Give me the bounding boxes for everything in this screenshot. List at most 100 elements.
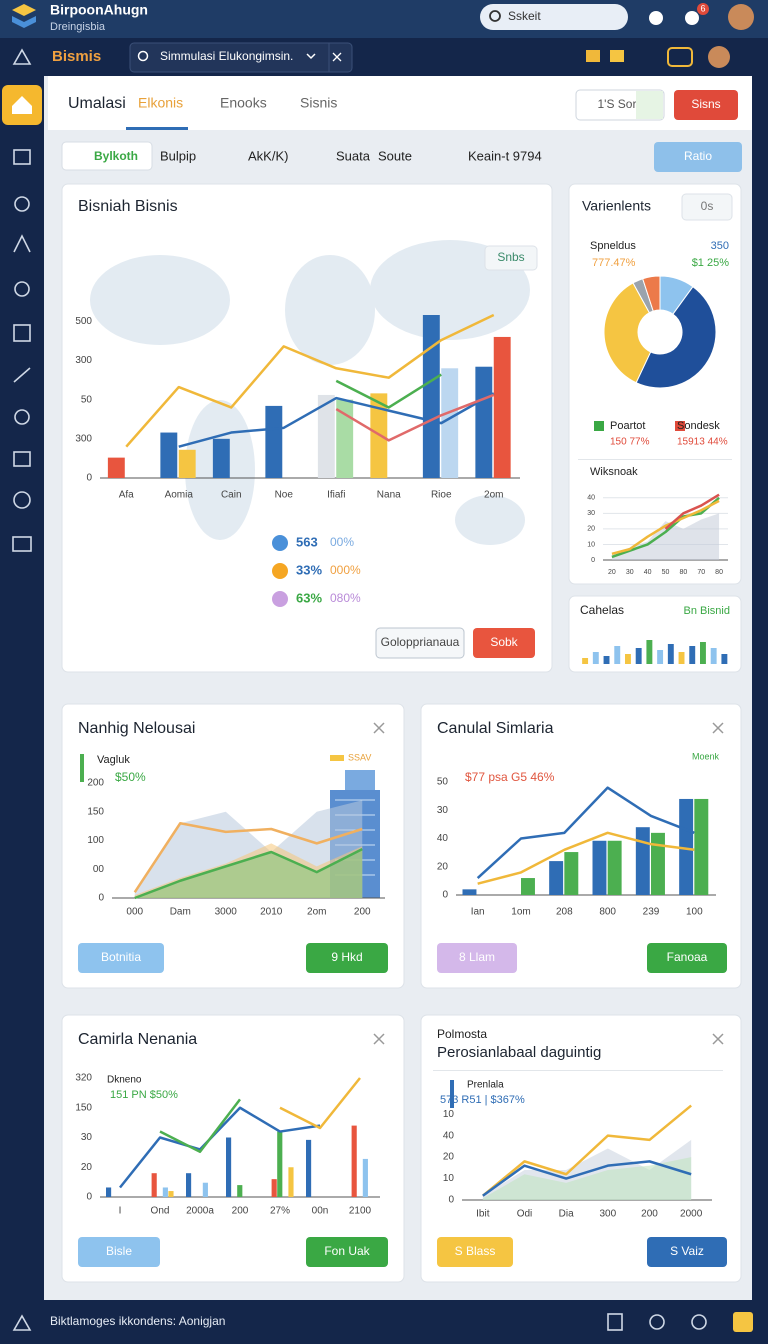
card-button[interactable]	[78, 943, 164, 973]
y-tick-label: 0	[98, 893, 104, 904]
x-tick-label: 800	[599, 907, 616, 918]
card-button[interactable]	[473, 628, 535, 658]
y-tick-label: 20	[443, 1152, 455, 1163]
close[interactable]	[373, 722, 385, 734]
icon[interactable]	[12, 1314, 32, 1331]
nav-icon[interactable]	[667, 47, 693, 67]
filter-button[interactable]	[654, 142, 742, 172]
close[interactable]	[712, 722, 724, 734]
notify-icon[interactable]	[649, 11, 663, 25]
icon[interactable]	[12, 536, 32, 552]
card-button[interactable]	[78, 1237, 160, 1267]
bar	[689, 646, 696, 664]
card-badge[interactable]	[484, 245, 538, 271]
card-button[interactable]	[647, 1237, 727, 1267]
legend-name: Poartot	[610, 420, 645, 432]
chevron	[306, 53, 316, 60]
icon[interactable]	[14, 196, 30, 212]
bar	[549, 861, 564, 895]
x-tick-label: Cain	[221, 490, 242, 501]
selector-text: Simmulasi Elukongimsin.	[160, 49, 293, 63]
x-tick-label: 200	[354, 907, 371, 918]
card-badge[interactable]	[681, 193, 733, 221]
x-tick-label: 2000	[680, 1209, 703, 1220]
nav-icon[interactable]	[610, 50, 624, 62]
bar	[721, 654, 728, 664]
x-tick-label: Ifiafi	[327, 490, 345, 501]
bar	[106, 1187, 112, 1197]
avatar[interactable]	[708, 46, 730, 68]
y-tick-label: 0	[86, 1192, 92, 1203]
icon[interactable]	[14, 281, 30, 297]
icon[interactable]	[14, 409, 30, 425]
card-button[interactable]	[306, 943, 388, 973]
card-button[interactable]	[437, 943, 517, 973]
accent	[450, 1080, 454, 1108]
card-title: Wiksnoak	[590, 466, 638, 478]
right-rail	[752, 76, 768, 1300]
card-button-label: S Vaiz	[670, 1244, 704, 1258]
icon[interactable]	[13, 367, 31, 383]
avatar[interactable]	[728, 4, 754, 30]
bar	[151, 1173, 157, 1197]
x-tick-label: 200	[232, 1206, 249, 1217]
alert-icon[interactable]	[685, 11, 699, 25]
footer-icon[interactable]	[733, 1312, 753, 1332]
tab-button[interactable]	[674, 90, 738, 120]
icon[interactable]	[13, 324, 31, 342]
icon[interactable]	[607, 1313, 623, 1331]
card-button[interactable]	[375, 627, 465, 659]
icon[interactable]	[13, 451, 31, 467]
icon-button[interactable]	[636, 91, 663, 119]
card-button[interactable]	[647, 943, 727, 973]
badge-dot	[697, 3, 709, 15]
land	[285, 255, 375, 365]
tab-underline	[126, 127, 188, 130]
card-button-label: Sobk	[490, 635, 518, 649]
legend-swatch	[330, 755, 344, 761]
x-tick-label: 20	[608, 569, 616, 576]
bar	[592, 840, 607, 895]
card-stat: $50%	[115, 770, 146, 784]
icon[interactable]	[691, 1314, 707, 1330]
search-box[interactable]	[480, 4, 628, 30]
accent	[80, 754, 84, 782]
card-title: Canulal Simlaria	[437, 720, 554, 737]
close[interactable]	[712, 1033, 724, 1045]
selector[interactable]	[129, 42, 353, 73]
card-note: Bn Bisnid	[684, 605, 730, 617]
icon[interactable]	[13, 491, 31, 509]
footer-text: Biktlamoges ikkondens: Aonigjan	[50, 1314, 225, 1328]
nav-icon[interactable]	[586, 50, 600, 62]
card-button-label: Botnitia	[101, 950, 141, 964]
logo	[12, 16, 36, 28]
bar	[582, 658, 589, 664]
bar	[306, 1139, 312, 1197]
close[interactable]	[373, 1033, 385, 1045]
card-button[interactable]	[437, 1237, 513, 1267]
stat-change: 00%	[330, 535, 354, 549]
card-button[interactable]	[306, 1237, 388, 1267]
icon[interactable]	[12, 48, 32, 65]
filter: AkK/K)	[248, 148, 288, 163]
icon[interactable]	[13, 234, 31, 253]
x-tick-label: Odi	[517, 1209, 533, 1220]
card-button-label: Golopprianaua	[381, 635, 460, 649]
legend-value: 150 77%	[610, 437, 650, 448]
stat-dot	[272, 535, 288, 551]
y-tick-label: 300	[75, 355, 92, 366]
stat-change: 000%	[330, 563, 361, 577]
card-title: Nanhig Nelousai	[78, 720, 195, 737]
figure: $1 25%	[692, 257, 730, 269]
x-tick-label: 40	[644, 569, 652, 576]
card-title: Varienlents	[582, 198, 651, 214]
icon[interactable]	[13, 149, 31, 165]
filter-pill[interactable]	[61, 141, 153, 171]
icon[interactable]	[649, 1314, 665, 1330]
bar	[678, 652, 685, 664]
pie-slice	[635, 285, 717, 389]
line	[159, 1098, 241, 1154]
land	[90, 255, 230, 345]
clear-icon[interactable]	[332, 52, 342, 62]
card	[420, 1014, 742, 1283]
